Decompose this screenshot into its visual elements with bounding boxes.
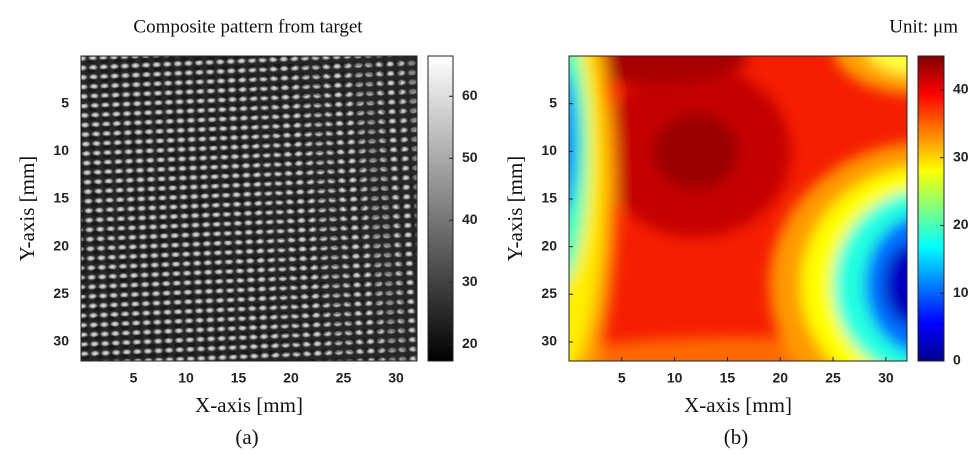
- y-tick-label: 10: [541, 142, 557, 158]
- colorbar-tick-label: 40: [462, 211, 478, 227]
- image-blob: [569, 56, 749, 85]
- colorbar-tick-label: 20: [462, 335, 478, 351]
- y-tick-label: 5: [61, 94, 69, 110]
- y-tick-label: 25: [53, 285, 69, 301]
- x-tick-label: 25: [336, 370, 352, 386]
- image-blob: [867, 56, 907, 75]
- image-field: [569, 56, 907, 361]
- colorbar: [427, 55, 454, 362]
- plot-frame: [568, 55, 908, 362]
- x-tick-label: 5: [618, 370, 626, 386]
- y-axis-label: Y-axis [mm]: [503, 156, 527, 262]
- x-tick-label: 25: [825, 370, 841, 386]
- image: [569, 56, 907, 361]
- x-tick-label: 30: [388, 370, 404, 386]
- y-tick-label: 25: [541, 285, 557, 301]
- image-blob: [653, 113, 738, 190]
- y-tick-label: 15: [541, 190, 557, 206]
- chart-title: Composite pattern from target: [133, 16, 363, 37]
- heatmap: [569, 56, 907, 361]
- caption: (a): [235, 425, 258, 449]
- x-tick-label: 20: [772, 370, 788, 386]
- colorbar: [917, 55, 945, 362]
- y-tick-label: 30: [541, 333, 557, 349]
- colorbar-tick-label: 20: [953, 216, 969, 232]
- x-tick-label: 15: [231, 370, 247, 386]
- colorbar-tick-label: 40: [953, 81, 969, 97]
- x-tick-label: 10: [178, 370, 194, 386]
- y-tick-label: 10: [53, 142, 69, 158]
- y-axis-label: Y-axis [mm]: [15, 156, 39, 262]
- caption: (b): [724, 425, 749, 449]
- y-tick-label: 30: [53, 333, 69, 349]
- colorbar-tick-label: 60: [462, 87, 478, 103]
- heatmap: [81, 56, 417, 361]
- image-blob: [569, 78, 578, 206]
- colorbar-tick-label: 50: [462, 149, 478, 165]
- x-axis-label: X-axis [mm]: [684, 393, 792, 417]
- colorbar-tick-label: 10: [953, 284, 969, 300]
- colorbar-tick-label: 30: [462, 273, 478, 289]
- colorbar-tick-label: 0: [953, 352, 961, 368]
- image-blob: [883, 244, 907, 326]
- y-tick-label: 20: [53, 237, 69, 253]
- plot-frame: [80, 55, 418, 362]
- y-tick-label: 15: [53, 190, 69, 206]
- image-texture: [81, 56, 417, 361]
- x-tick-label: 20: [283, 370, 299, 386]
- chart-title: Unit: μm: [889, 16, 958, 37]
- x-tick-label: 10: [667, 370, 683, 386]
- x-tick-label: 15: [720, 370, 736, 386]
- y-tick-label: 5: [549, 94, 557, 110]
- x-axis-label: X-axis [mm]: [195, 393, 303, 417]
- image-blob: [569, 56, 589, 276]
- x-tick-label: 30: [878, 370, 894, 386]
- y-tick-label: 20: [541, 237, 557, 253]
- x-tick-label: 5: [130, 370, 138, 386]
- colorbar-tick-label: 30: [953, 148, 969, 164]
